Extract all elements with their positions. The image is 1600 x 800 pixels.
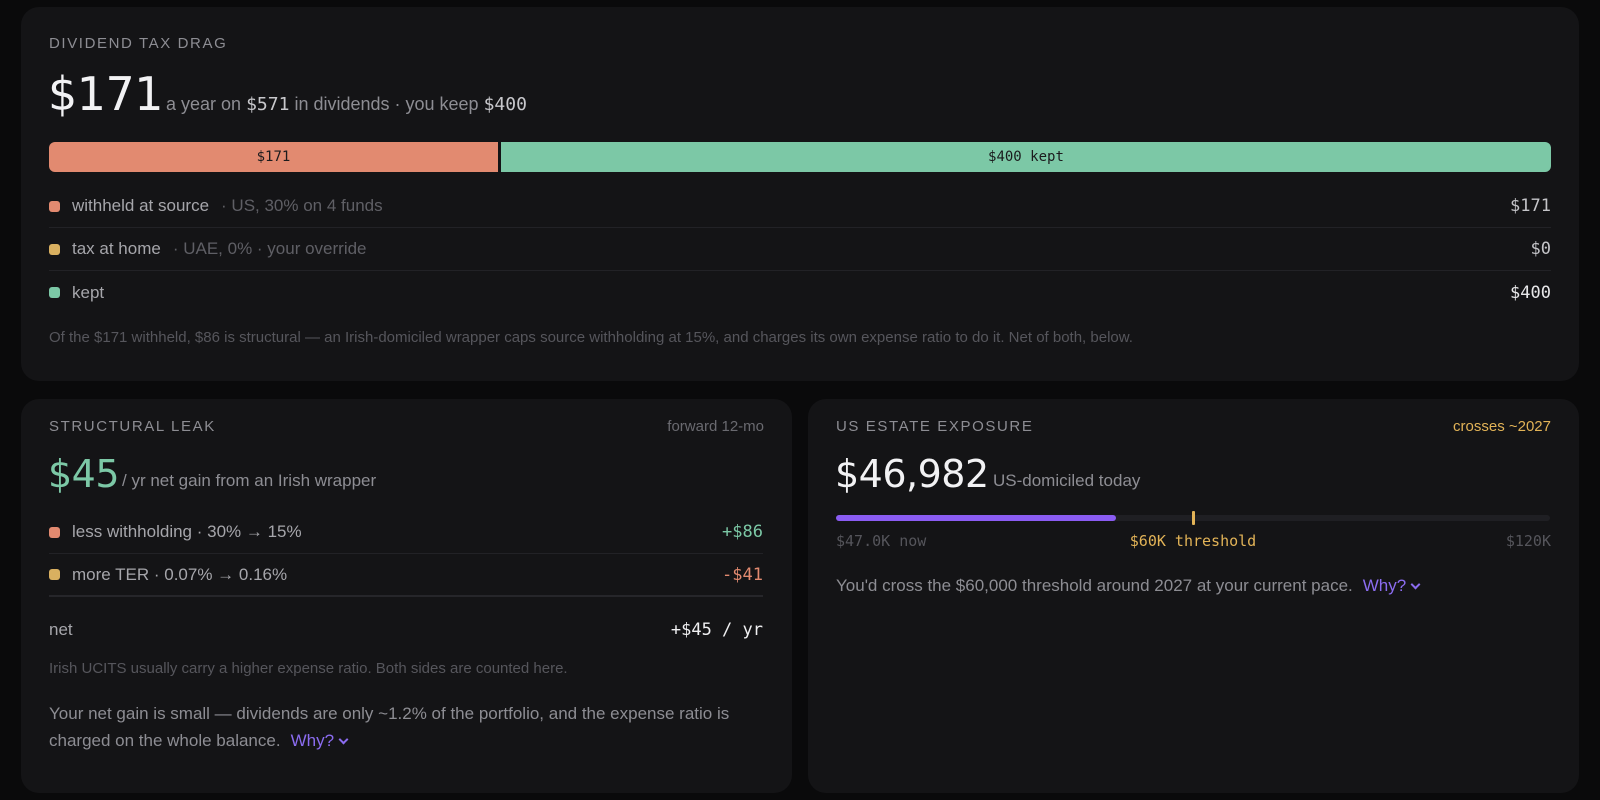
chevron-down-icon — [1410, 579, 1421, 590]
withholding-square-icon — [49, 526, 60, 538]
horizon-label: forward 12-mo — [667, 418, 764, 435]
summary-text: a year on — [166, 94, 242, 114]
why-label: Why? — [290, 731, 335, 750]
leak-amount: $45 — [48, 452, 120, 496]
estate-explanation: You'd cross the $60,000 threshold around… — [836, 572, 1550, 599]
card-title: US ESTATE EXPOSURE — [836, 418, 1034, 435]
dividend-tax-drag-card: DIVIDEND TAX DRAG $171 a year on $571 in… — [21, 7, 1579, 381]
withheld-square-icon — [49, 200, 60, 212]
ter-square-icon — [49, 569, 60, 580]
withheld-vs-kept-bar: $171 $400 kept — [49, 142, 1551, 172]
us-estate-exposure-card: US ESTATE EXPOSURE crosses ~2027 $46,982… — [808, 399, 1579, 793]
leak-explanation: Your net gain is small — dividends are o… — [49, 700, 763, 754]
leak-net-row: net +$45 / yr — [49, 608, 763, 651]
tax-drag-amount: $171 — [48, 67, 164, 121]
net-value: +$45 / yr — [670, 619, 763, 640]
leak-row-withholding: less withholding · 30% → 15% +$86 — [49, 511, 763, 554]
why-button[interactable]: Why? — [1362, 576, 1421, 595]
tax-drag-footnote: Of the $171 withheld, $86 is structural … — [49, 329, 1133, 346]
row-label: less withholding · 30% → 15% — [72, 522, 302, 541]
leak-row-ter: more TER · 0.07% → 0.16% -$41 — [49, 554, 763, 597]
segment-divider — [497, 142, 501, 172]
row-value: $0 — [1530, 239, 1551, 259]
estate-summary: US-domiciled today — [993, 471, 1141, 490]
kept-segment: $400 kept — [500, 142, 1551, 172]
row-label: more TER · 0.07% → 0.16% — [72, 564, 288, 584]
home-tax-square-icon — [49, 243, 60, 255]
leak-summary: / yr net gain from an Irish wrapper — [122, 471, 377, 490]
row-value: +$86 — [722, 522, 763, 542]
row-value: $400 — [1510, 282, 1551, 303]
chevron-down-icon — [338, 734, 349, 745]
now-label: $47.0K now — [836, 532, 927, 550]
row-note: · UAE, 0% · your override — [172, 239, 367, 258]
row-label: withheld at source — [72, 196, 210, 215]
explanation-text: You'd cross the $60,000 threshold around… — [836, 576, 1353, 595]
card-title: DIVIDEND TAX DRAG — [49, 35, 228, 52]
row-label: tax at home — [72, 239, 161, 258]
estate-progress-fill — [836, 515, 1116, 521]
net-label: net — [49, 619, 73, 639]
explanation-text: Your net gain is small — dividends are o… — [49, 704, 730, 750]
why-label: Why? — [1362, 576, 1407, 595]
row-label: kept — [72, 282, 105, 302]
leak-footnote: Irish UCITS usually carry a higher expen… — [49, 660, 568, 677]
estate-amount: $46,982 — [835, 452, 989, 496]
breakdown-row-withheld: withheld at source · US, 30% on 4 funds … — [49, 185, 1551, 228]
row-value: -$41 — [722, 564, 763, 585]
withheld-segment: $171 — [49, 142, 498, 172]
summary-text: in dividends · you keep — [294, 94, 479, 114]
threshold-marker — [1191, 511, 1195, 525]
breakdown-row-kept: kept $400 — [49, 271, 1551, 314]
tax-drag-summary: a year on $571 in dividends · you keep $… — [166, 94, 527, 115]
threshold-label: $60K threshold — [1129, 532, 1257, 550]
estate-progress-track — [836, 511, 1550, 525]
why-button[interactable]: Why? — [290, 731, 349, 750]
max-label: $120K — [1505, 532, 1551, 550]
structural-leak-card: STRUCTURAL LEAK forward 12-mo $45 / yr n… — [21, 399, 792, 793]
kept-amount: $400 — [483, 94, 527, 115]
card-title: STRUCTURAL LEAK — [49, 418, 216, 435]
dividends-amount: $571 — [246, 94, 290, 115]
crosses-badge: crosses ~2027 — [1453, 418, 1551, 435]
breakdown-row-home-tax: tax at home · UAE, 0% · your override $0 — [49, 228, 1551, 271]
row-value: $171 — [1510, 196, 1551, 216]
row-note: · US, 30% on 4 funds — [221, 196, 383, 215]
kept-square-icon — [49, 287, 60, 298]
